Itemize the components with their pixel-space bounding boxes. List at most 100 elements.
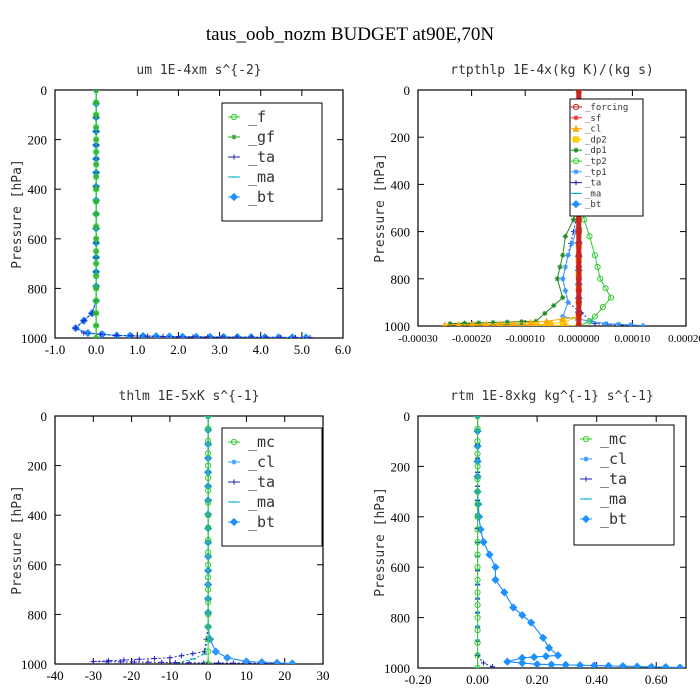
legend-swatch-marker bbox=[230, 113, 238, 121]
series-marker bbox=[536, 321, 541, 326]
series-marker bbox=[205, 437, 212, 444]
series-marker bbox=[575, 287, 582, 294]
x-tick-label: 2.0 bbox=[170, 342, 186, 357]
series-marker bbox=[474, 576, 481, 583]
series-marker bbox=[504, 659, 510, 665]
legend-label: _sf bbox=[585, 114, 601, 124]
series-marker bbox=[474, 614, 481, 621]
legend-label: _ta bbox=[248, 473, 275, 491]
series-marker bbox=[519, 322, 525, 326]
series-marker bbox=[570, 217, 577, 223]
series-marker bbox=[93, 136, 100, 143]
x-tick-label: 0.00010 bbox=[615, 333, 651, 345]
series-marker bbox=[259, 659, 265, 664]
legend-label: _ma bbox=[600, 490, 627, 508]
series-marker bbox=[447, 321, 453, 326]
legend-label: _mc bbox=[600, 430, 627, 448]
series-marker bbox=[205, 524, 212, 531]
series-marker bbox=[543, 653, 549, 659]
legend-label: _dp2 bbox=[585, 135, 607, 145]
y-tick-label: 200 bbox=[391, 130, 411, 145]
y-tick-label: 1000 bbox=[21, 657, 47, 672]
series-marker bbox=[205, 536, 212, 544]
legend-label: _ma bbox=[585, 189, 601, 199]
series-marker bbox=[83, 328, 93, 338]
series-marker bbox=[93, 272, 100, 280]
x-tick-label: -20 bbox=[123, 668, 140, 683]
series-marker bbox=[93, 285, 100, 292]
y-tick-label: 800 bbox=[391, 272, 411, 287]
series-marker bbox=[205, 499, 212, 506]
series-marker bbox=[93, 297, 100, 304]
chart-panel-1: um 1E-4xm s^{-2} Pressure [hPa] -1.0 0.0 1.0… bbox=[10, 63, 351, 357]
y-tick-label: 1000 bbox=[384, 319, 410, 334]
series-marker bbox=[543, 317, 551, 325]
series-marker bbox=[562, 233, 568, 239]
y-tick-label: 0 bbox=[404, 83, 411, 98]
series-marker bbox=[575, 263, 582, 271]
series-marker bbox=[93, 210, 100, 218]
y-tick-label: 600 bbox=[28, 232, 48, 247]
series-marker bbox=[474, 513, 481, 520]
series-marker bbox=[474, 589, 481, 596]
series-marker bbox=[274, 660, 280, 664]
series-marker bbox=[560, 276, 566, 282]
series-marker bbox=[620, 663, 626, 668]
series-marker bbox=[599, 304, 607, 311]
legend-label: _bt bbox=[248, 188, 275, 206]
legend-label: _tp2 bbox=[585, 157, 607, 167]
series-marker bbox=[474, 564, 481, 571]
figure-title: taus_oob_nozm BUDGET at90E,70N bbox=[206, 24, 495, 45]
x-tick-label: -30 bbox=[85, 668, 102, 683]
series-marker bbox=[474, 526, 481, 533]
panel-title: thlm 1E-5xK s^{-1} bbox=[119, 389, 260, 404]
series-marker bbox=[205, 586, 212, 593]
y-axis-label: Pressure [hPa] bbox=[373, 153, 388, 263]
series-marker bbox=[292, 334, 299, 338]
series-marker bbox=[550, 322, 554, 326]
y-tick-label: 200 bbox=[28, 459, 48, 474]
series-marker bbox=[634, 663, 640, 668]
y-tick-label: 600 bbox=[391, 225, 411, 240]
x-tick-label: 1.0 bbox=[129, 342, 145, 357]
series-marker bbox=[205, 462, 212, 469]
y-axis-label: Pressure [hPa] bbox=[10, 485, 25, 595]
series-marker bbox=[474, 475, 481, 483]
series-marker bbox=[165, 332, 174, 338]
series-marker bbox=[289, 660, 295, 664]
series-marker bbox=[205, 648, 212, 655]
legend-swatch-marker bbox=[581, 514, 591, 524]
series-marker bbox=[205, 623, 212, 630]
legend-swatch-marker bbox=[583, 476, 589, 482]
x-tick-label: 3.0 bbox=[211, 342, 227, 357]
series-marker bbox=[551, 302, 557, 309]
legend-swatch-marker bbox=[572, 136, 580, 143]
series-marker bbox=[93, 223, 100, 230]
series-marker bbox=[474, 538, 481, 546]
series-marker bbox=[151, 655, 158, 662]
series-marker bbox=[557, 264, 563, 270]
series-marker bbox=[586, 233, 593, 240]
series-marker bbox=[562, 288, 568, 294]
series-marker bbox=[205, 660, 212, 664]
series-marker bbox=[461, 321, 468, 326]
series-marker bbox=[531, 654, 537, 660]
series-marker bbox=[205, 611, 212, 618]
x-tick-label: 0.000000 bbox=[558, 333, 600, 345]
x-tick-label: -40 bbox=[46, 668, 63, 683]
series-marker bbox=[93, 173, 100, 180]
series-marker bbox=[560, 295, 566, 301]
series-marker bbox=[474, 463, 481, 470]
series-marker bbox=[504, 319, 510, 325]
x-tick-label: 0 bbox=[205, 668, 212, 683]
series-marker bbox=[563, 322, 568, 326]
series-marker bbox=[93, 235, 100, 242]
legend-swatch-marker bbox=[231, 154, 237, 160]
legend-swatch-marker bbox=[573, 169, 579, 175]
legend-swatch-marker bbox=[572, 124, 580, 132]
series-marker bbox=[607, 294, 615, 301]
legend-label: _ta bbox=[600, 470, 627, 488]
series-marker bbox=[575, 311, 582, 318]
series-marker bbox=[93, 161, 100, 168]
